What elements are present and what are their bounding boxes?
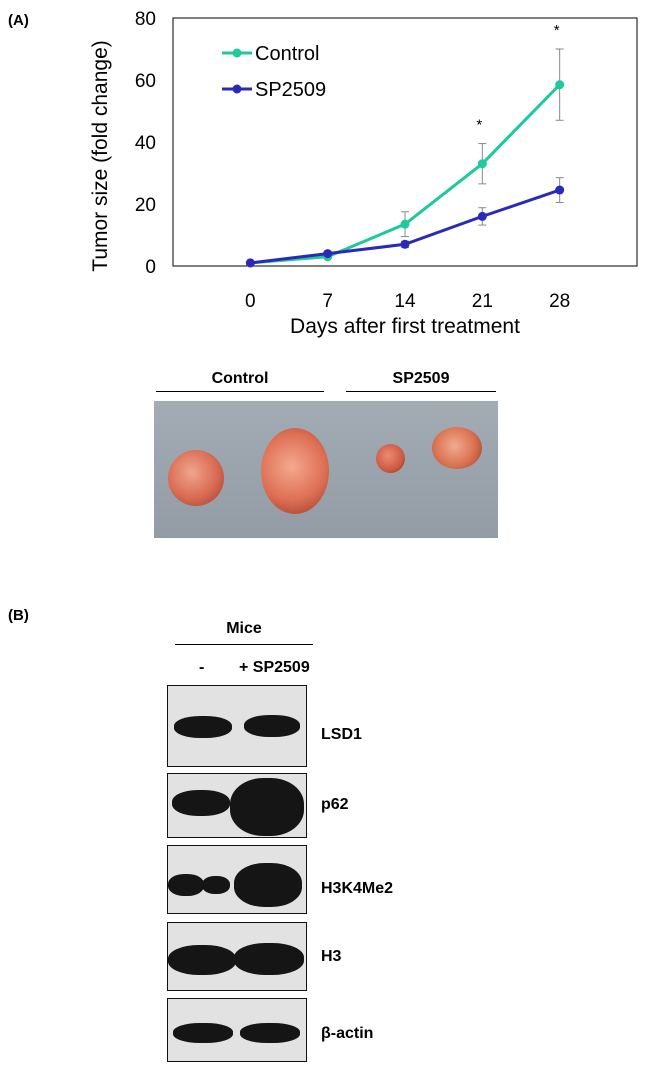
data-point — [245, 258, 255, 268]
tumor-photo — [154, 401, 498, 538]
data-point — [477, 211, 487, 221]
legend-marker — [232, 48, 242, 58]
panel-b-label: (B) — [8, 607, 29, 624]
series-layer — [245, 48, 565, 268]
y-tick-label: 80 — [135, 9, 156, 30]
y-tick-label: 60 — [135, 71, 156, 92]
panel-a-label: (A) — [8, 12, 29, 29]
legend: Control SP2509 — [222, 43, 326, 101]
significance-star: * — [476, 117, 482, 134]
y-tick-label: 20 — [135, 195, 156, 216]
blot-label-h3: H3 — [321, 948, 342, 965]
significance-star: * — [554, 22, 560, 39]
lane-control-label: - — [199, 659, 205, 676]
data-point — [555, 80, 565, 90]
y-axis-title: Tumor size (fold change) — [89, 40, 112, 271]
x-axis-title: Days after first treatment — [290, 315, 520, 338]
x-tick-label: 14 — [394, 291, 416, 312]
band — [168, 874, 204, 896]
band — [202, 876, 230, 894]
tumor-size-line-chart: 0 20 40 60 80 0 7 14 21 28 Tumor size (fold chan… — [89, 9, 638, 338]
photo-control-label: Control — [211, 370, 269, 387]
blot-label-p62: p62 — [321, 796, 349, 813]
y-tick-label: 40 — [135, 133, 156, 154]
legend-label: Control — [255, 43, 319, 65]
legend-marker — [232, 84, 242, 94]
band — [168, 945, 236, 975]
sp2509-tumor-2 — [432, 427, 482, 469]
band — [230, 778, 304, 836]
plot-frame — [172, 17, 638, 267]
data-point — [323, 249, 333, 259]
band — [173, 1023, 233, 1043]
blot-label-h3k4me2: H3K4Me2 — [321, 880, 394, 897]
control-tumor-2 — [261, 428, 329, 514]
y-tick-label: 0 — [145, 257, 156, 278]
band — [244, 715, 300, 737]
blot-h3 — [167, 922, 307, 991]
x-tick-labels: 0 7 14 21 28 — [245, 291, 570, 312]
band — [172, 790, 230, 816]
band — [234, 943, 304, 975]
blot-p62 — [167, 773, 307, 838]
x-tick-label: 0 — [245, 291, 256, 312]
x-tick-label: 7 — [322, 291, 333, 312]
series-sp2509 — [245, 177, 565, 268]
band — [240, 1023, 300, 1043]
data-point — [477, 159, 487, 169]
data-point — [400, 239, 410, 249]
band — [234, 863, 302, 907]
x-tick-label: 28 — [549, 291, 570, 312]
data-point — [555, 185, 565, 195]
blot-lsd1 — [167, 685, 307, 767]
mice-underline — [175, 644, 313, 645]
lane-sp2509-label: + SP2509 — [239, 659, 310, 676]
photo-sp2509-underline — [346, 391, 496, 392]
photo-control-underline — [156, 391, 324, 392]
blot-h3k4me2 — [167, 845, 307, 914]
legend-label: SP2509 — [255, 79, 326, 101]
blot-label-lsd1: LSD1 — [321, 726, 362, 743]
blot-beta-actin — [167, 998, 307, 1062]
band — [174, 716, 232, 738]
sp2509-tumor-1 — [376, 444, 405, 473]
x-tick-label: 21 — [472, 291, 493, 312]
y-tick-labels: 0 20 40 60 80 — [135, 9, 156, 278]
significance-markers: ** — [476, 22, 559, 134]
data-point — [400, 219, 410, 229]
control-tumor-1 — [168, 450, 224, 506]
photo-sp2509-label: SP2509 — [392, 370, 450, 387]
blot-label-beta-actin: β-actin — [321, 1025, 374, 1042]
mice-label: Mice — [226, 620, 262, 637]
